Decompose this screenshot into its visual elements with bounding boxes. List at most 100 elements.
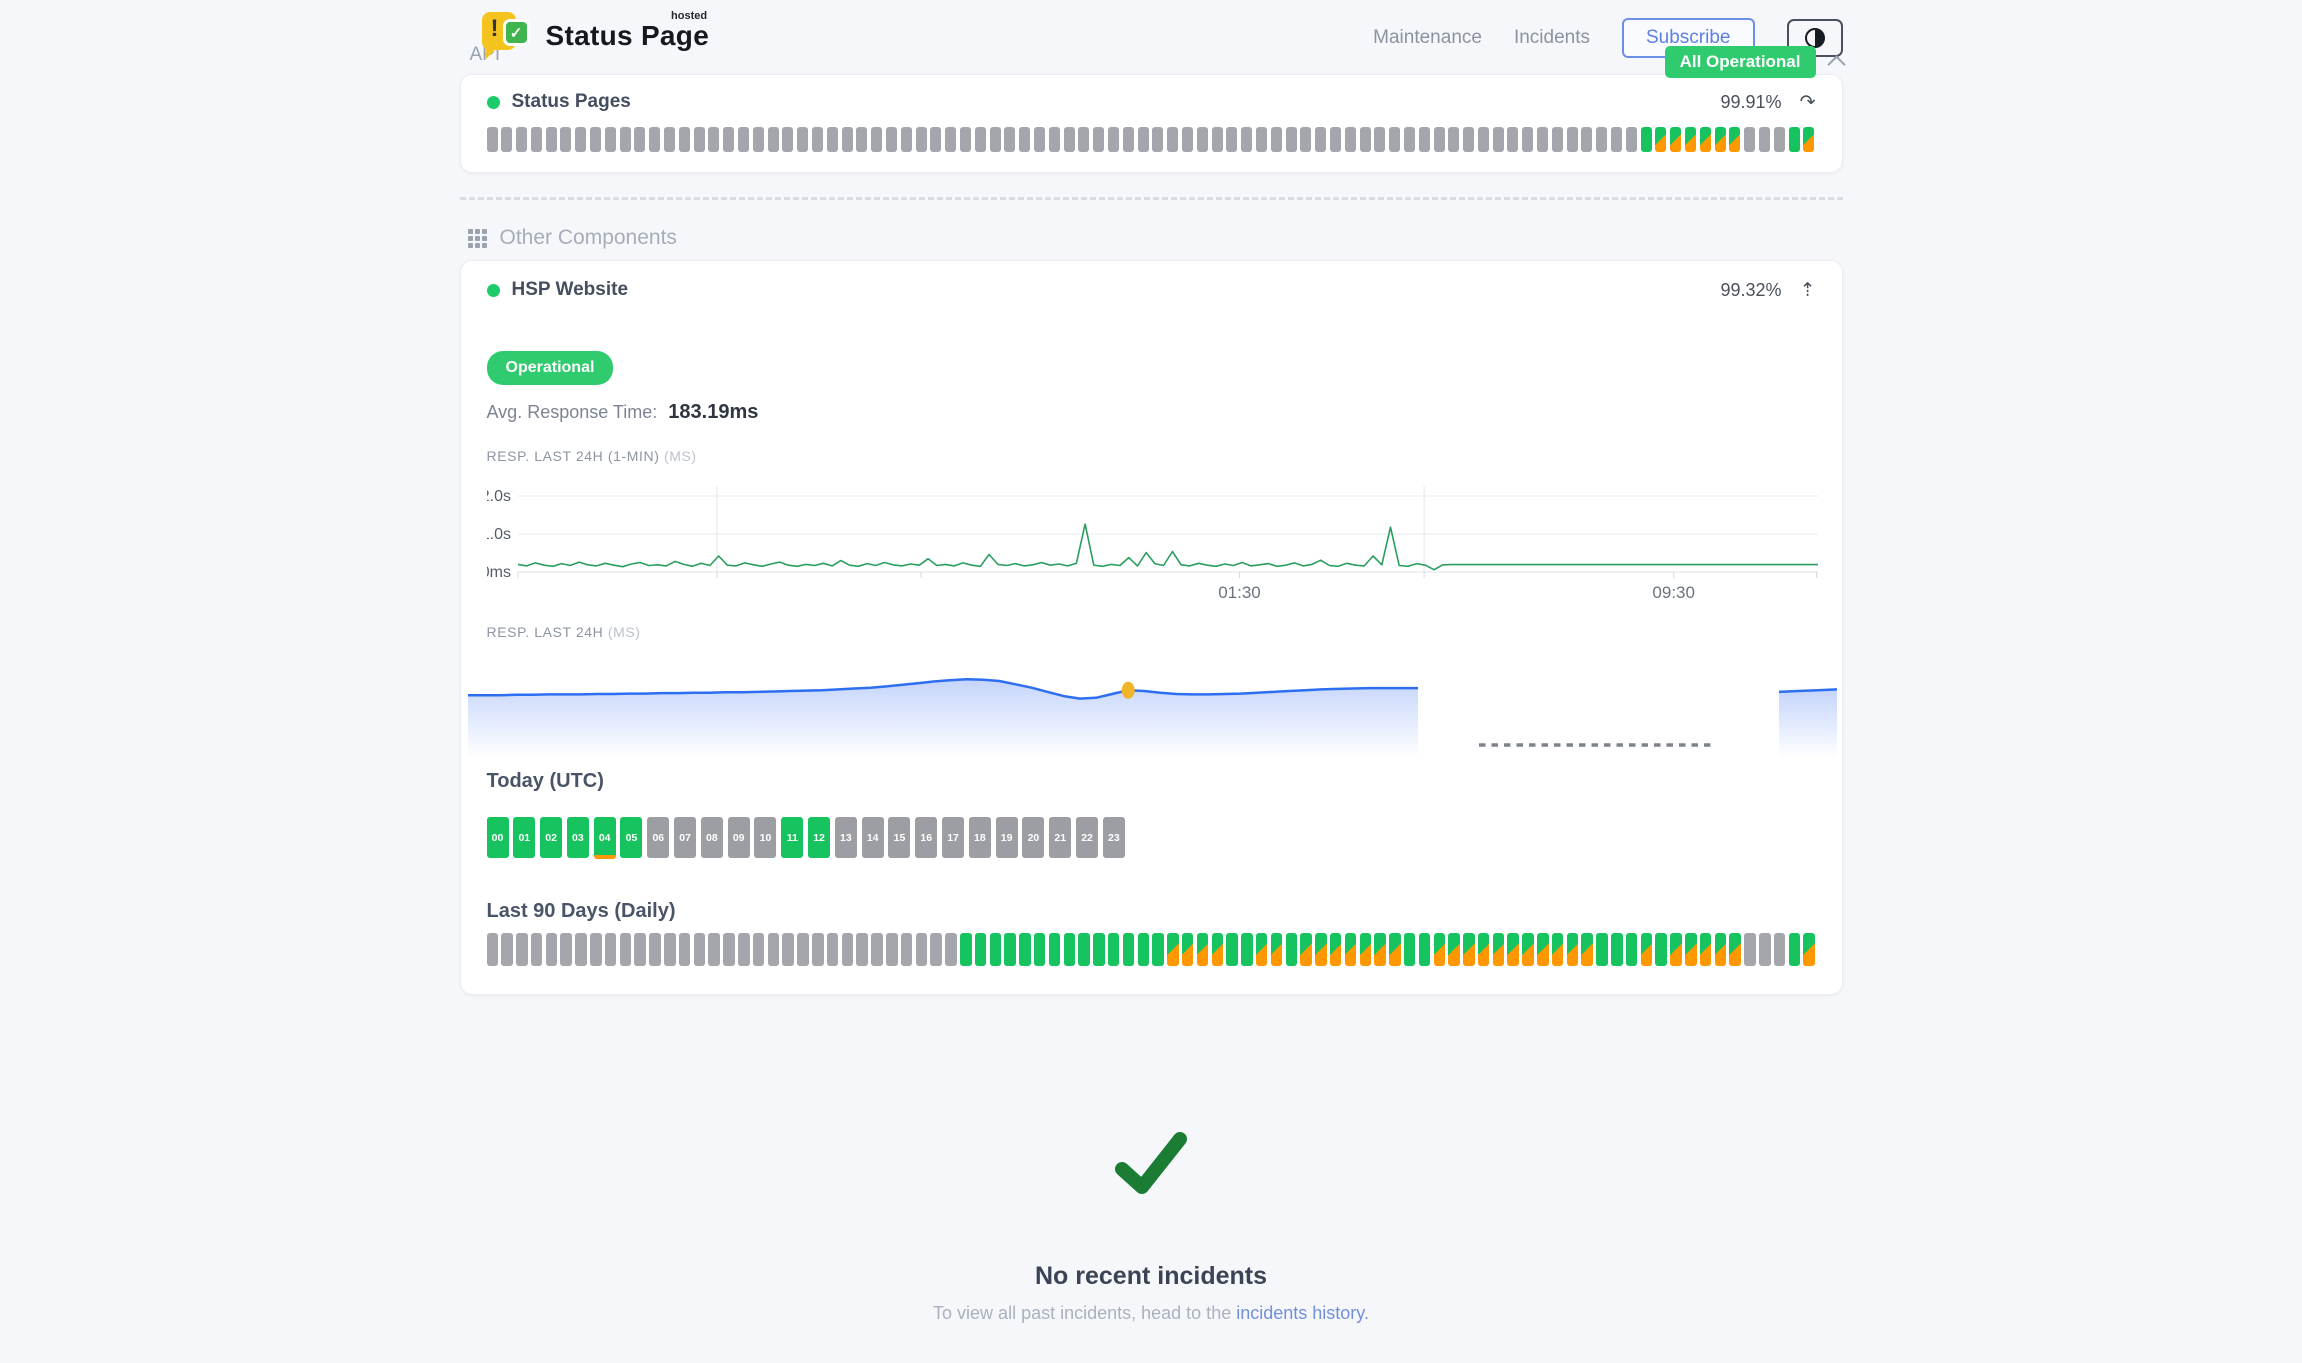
brand-superscript: hosted [671, 10, 708, 22]
component-row: HSP Website 99.32% ⇡ [486, 279, 1816, 301]
uptime-bar [1611, 127, 1623, 152]
uptime-bar [1093, 933, 1105, 966]
uptime-bar [841, 933, 854, 966]
incidents-history-link[interactable]: incidents history. [1236, 1303, 1369, 1323]
uptime-bar [930, 127, 942, 152]
hour-block: 13 [834, 817, 857, 858]
uptime-bar [1078, 127, 1090, 152]
uptime-bar [1329, 127, 1341, 152]
uptime-bar [649, 933, 661, 966]
uptime-bar [826, 127, 838, 152]
nav-item-maintenance[interactable]: Maintenance [1373, 27, 1482, 48]
uptime-bar [1551, 933, 1564, 966]
svg-text:1.0s: 1.0s [487, 526, 511, 543]
uptime-bar [1107, 933, 1120, 966]
uptime-bar [1611, 933, 1623, 966]
uptime-bar [1477, 933, 1490, 966]
hour-block: 19 [995, 817, 1018, 858]
uptime-bar [1448, 933, 1460, 966]
uptime-bar [634, 127, 646, 152]
uptime-bar [915, 127, 927, 152]
hour-block: 11 [781, 817, 804, 858]
uptime-bar [1403, 933, 1416, 966]
uptime-bar [501, 127, 513, 152]
uptime-bar [1655, 933, 1667, 966]
uptime-bar-row[interactable] [486, 127, 1816, 152]
incidents-footer: No recent incidents To view all past inc… [460, 1123, 1843, 1324]
uptime-bar [693, 127, 705, 152]
uptime-bar [1566, 127, 1578, 152]
hour-block: 07 [674, 817, 697, 858]
uptime-bar [1537, 933, 1549, 966]
last-90-days-row[interactable] [486, 933, 1816, 966]
component-name: Status Pages [511, 91, 631, 112]
uptime-bar [900, 933, 913, 966]
today-title: Today (UTC) [486, 770, 604, 792]
uptime-bar [516, 933, 528, 966]
uptime-bar [856, 933, 868, 966]
check-icon: ✓ [502, 19, 530, 46]
uptime-bar [974, 933, 987, 966]
hour-block: 00 [486, 817, 509, 858]
response-area-chart [467, 652, 1837, 758]
uptime-bar [1374, 933, 1386, 966]
uptime-bar [1226, 127, 1238, 152]
avg-response-value: 183.19ms [668, 401, 759, 423]
uptime-bar [1699, 933, 1712, 966]
uptime-bar [1803, 933, 1815, 966]
hour-block: 22 [1076, 817, 1099, 858]
uptime-bar [782, 933, 794, 966]
uptime-bar [1211, 127, 1223, 152]
area-chart-unit: (MS) [607, 624, 641, 640]
uptime-bar [1389, 127, 1401, 152]
uptime-bar [604, 933, 617, 966]
uptime-bar [974, 127, 986, 152]
uptime-bar [915, 933, 928, 966]
scroll-up-icon[interactable]: ⇡ [1799, 279, 1816, 301]
uptime-bar [1374, 127, 1386, 152]
uptime-bar [945, 127, 957, 152]
uptime-bar [1078, 933, 1090, 966]
today-hours-row[interactable]: 00 01 02 03 04 05 06 07 08 09 10 11 12 13 14 15 16 17 18 19… [486, 817, 1816, 859]
uptime-bar [1063, 127, 1075, 152]
uptime-bar [1788, 933, 1801, 966]
global-status: All Operational [1664, 46, 1846, 78]
hour-block: 18 [968, 817, 991, 858]
uptime-bar [1270, 127, 1282, 152]
uptime-bar [1063, 933, 1076, 966]
nav-item-incidents[interactable]: Incidents [1513, 27, 1590, 48]
uptime-bar [1551, 127, 1563, 152]
uptime-bar [1714, 933, 1727, 966]
uptime-bar [678, 933, 691, 966]
uptime-bar [1033, 127, 1045, 152]
hsp-website-card: HSP Website 99.32% ⇡ Operational Avg. Re… [459, 260, 1843, 995]
uptime-bar [1033, 933, 1046, 966]
uptime-bar [960, 127, 971, 152]
uptime-bar [1019, 127, 1031, 152]
svg-text:01:30: 01:30 [1218, 583, 1261, 602]
hour-block: 02 [540, 817, 563, 858]
uptime-bar [1507, 933, 1519, 966]
uptime-bar [1566, 933, 1579, 966]
uptime-bar [1107, 127, 1119, 152]
uptime-bar [1492, 127, 1504, 152]
response-line-chart: 2.0s 1.0s 0ms 01:30 09:30 [480, 474, 1818, 604]
uptime-bar [575, 933, 587, 966]
uptime-bar [812, 127, 824, 152]
uptime-bar [1196, 933, 1209, 966]
uptime-bar [516, 127, 528, 152]
brand-name: Status Page [545, 20, 710, 51]
uptime-bar [1492, 933, 1505, 966]
uptime-percent: 99.32% [1720, 279, 1782, 300]
uptime-bar [1714, 127, 1726, 152]
uptime-bar [1285, 127, 1297, 152]
incidents-subtext-prefix: To view all past incidents, head to the [933, 1303, 1237, 1323]
uptime-bar [871, 933, 883, 966]
grid-icon [467, 228, 487, 248]
chevron-up-icon[interactable] [1826, 55, 1846, 74]
avg-response-label: Avg. Response Time: [486, 402, 658, 422]
uptime-bar [1329, 933, 1342, 966]
refresh-icon[interactable]: ↷ [1799, 91, 1816, 113]
uptime-bar [1744, 933, 1756, 966]
uptime-bar [530, 127, 542, 152]
